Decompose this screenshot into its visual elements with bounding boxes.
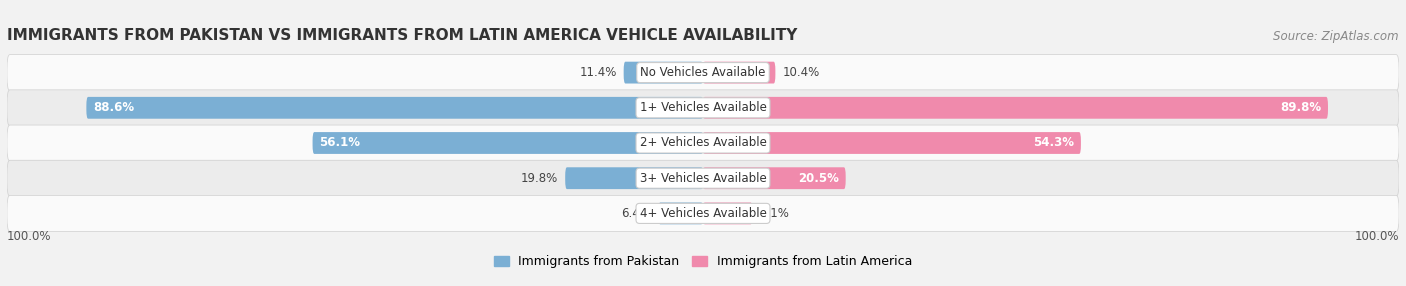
Text: 7.1%: 7.1% bbox=[759, 207, 789, 220]
Text: 56.1%: 56.1% bbox=[319, 136, 360, 150]
Text: IMMIGRANTS FROM PAKISTAN VS IMMIGRANTS FROM LATIN AMERICA VEHICLE AVAILABILITY: IMMIGRANTS FROM PAKISTAN VS IMMIGRANTS F… bbox=[7, 28, 797, 43]
FancyBboxPatch shape bbox=[703, 97, 1329, 119]
Text: Source: ZipAtlas.com: Source: ZipAtlas.com bbox=[1274, 30, 1399, 43]
Text: 4+ Vehicles Available: 4+ Vehicles Available bbox=[640, 207, 766, 220]
FancyBboxPatch shape bbox=[7, 195, 1399, 231]
Legend: Immigrants from Pakistan, Immigrants from Latin America: Immigrants from Pakistan, Immigrants fro… bbox=[494, 255, 912, 269]
FancyBboxPatch shape bbox=[703, 167, 845, 189]
Text: No Vehicles Available: No Vehicles Available bbox=[640, 66, 766, 79]
FancyBboxPatch shape bbox=[7, 125, 1399, 161]
Text: 89.8%: 89.8% bbox=[1279, 101, 1322, 114]
Text: 20.5%: 20.5% bbox=[797, 172, 839, 185]
FancyBboxPatch shape bbox=[565, 167, 703, 189]
FancyBboxPatch shape bbox=[703, 62, 775, 84]
Text: 3+ Vehicles Available: 3+ Vehicles Available bbox=[640, 172, 766, 185]
Text: 1+ Vehicles Available: 1+ Vehicles Available bbox=[640, 101, 766, 114]
FancyBboxPatch shape bbox=[658, 202, 703, 224]
Text: 19.8%: 19.8% bbox=[522, 172, 558, 185]
Text: 100.0%: 100.0% bbox=[7, 230, 52, 243]
Text: 11.4%: 11.4% bbox=[579, 66, 617, 79]
FancyBboxPatch shape bbox=[624, 62, 703, 84]
FancyBboxPatch shape bbox=[7, 55, 1399, 91]
Text: 54.3%: 54.3% bbox=[1033, 136, 1074, 150]
Text: 2+ Vehicles Available: 2+ Vehicles Available bbox=[640, 136, 766, 150]
FancyBboxPatch shape bbox=[312, 132, 703, 154]
FancyBboxPatch shape bbox=[7, 90, 1399, 126]
Text: 88.6%: 88.6% bbox=[93, 101, 135, 114]
FancyBboxPatch shape bbox=[7, 160, 1399, 196]
Text: 100.0%: 100.0% bbox=[1354, 230, 1399, 243]
FancyBboxPatch shape bbox=[703, 132, 1081, 154]
FancyBboxPatch shape bbox=[703, 202, 752, 224]
Text: 10.4%: 10.4% bbox=[782, 66, 820, 79]
FancyBboxPatch shape bbox=[86, 97, 703, 119]
Text: 6.4%: 6.4% bbox=[621, 207, 651, 220]
